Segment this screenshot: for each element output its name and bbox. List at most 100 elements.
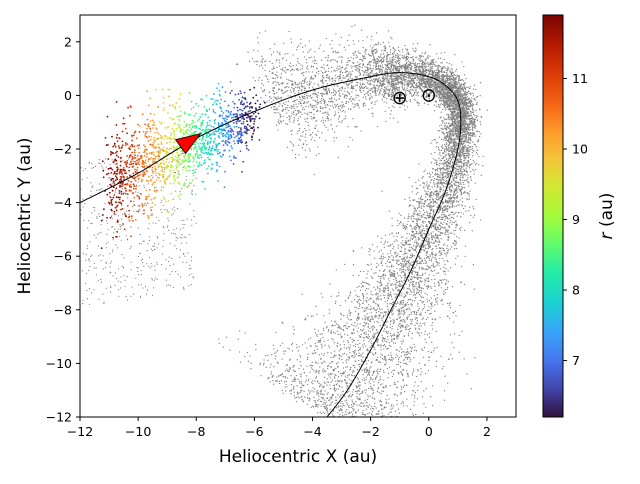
background-point (427, 187, 428, 188)
background-point (347, 404, 348, 405)
background-point (375, 272, 376, 273)
background-point (305, 157, 306, 158)
background-point (367, 88, 368, 89)
background-point (315, 378, 316, 379)
background-point (376, 263, 377, 264)
background-point (395, 252, 396, 253)
background-point (452, 342, 453, 343)
background-point (431, 207, 432, 208)
background-point (326, 381, 327, 382)
background-point (470, 142, 471, 143)
background-point (380, 346, 381, 347)
background-point (365, 317, 366, 318)
background-point (452, 286, 453, 287)
background-point (429, 185, 430, 186)
background-point (310, 95, 311, 96)
background-point (346, 322, 347, 323)
background-point (371, 48, 372, 49)
background-point (443, 250, 444, 251)
background-point (357, 430, 358, 431)
background-point (405, 327, 406, 328)
background-point (453, 128, 454, 129)
background-point (399, 317, 400, 318)
background-point (412, 333, 413, 334)
background-point (396, 280, 397, 281)
background-point (469, 151, 470, 152)
background-point (340, 349, 341, 350)
background-point (275, 78, 276, 79)
background-point (431, 342, 432, 343)
background-point (434, 242, 435, 243)
background-point (335, 111, 336, 112)
background-point (446, 122, 447, 123)
background-point (399, 429, 400, 430)
background-point (429, 260, 430, 261)
background-point (276, 109, 277, 110)
background-point (341, 314, 342, 315)
background-point (440, 100, 441, 101)
background-point (454, 222, 455, 223)
background-point (368, 251, 369, 252)
background-point (406, 233, 407, 234)
background-point (285, 109, 286, 110)
background-point (392, 75, 393, 76)
background-point (361, 30, 362, 31)
background-point (380, 276, 381, 277)
background-point (419, 257, 420, 258)
background-point (439, 251, 440, 252)
background-point (419, 229, 420, 230)
background-point (429, 189, 430, 190)
background-point (440, 226, 441, 227)
background-point (464, 230, 465, 231)
background-point (283, 92, 284, 93)
background-point (476, 131, 477, 132)
background-point (461, 266, 462, 267)
background-point (344, 353, 345, 354)
background-point (314, 350, 315, 351)
background-point (423, 228, 424, 229)
background-point (342, 354, 343, 355)
background-point (316, 106, 317, 107)
background-point (352, 118, 353, 119)
background-point (320, 108, 321, 109)
background-point (372, 335, 373, 336)
background-point (355, 355, 356, 356)
background-point (291, 74, 292, 75)
background-point (327, 378, 328, 379)
background-point (367, 313, 368, 314)
background-point (380, 362, 381, 363)
background-point (300, 397, 301, 398)
background-point (350, 319, 351, 320)
background-point (415, 267, 416, 268)
background-point (348, 74, 349, 75)
background-point (312, 405, 313, 406)
background-point (343, 329, 344, 330)
background-point (385, 452, 386, 453)
background-point (306, 59, 307, 60)
background-point (369, 55, 370, 56)
background-point (431, 270, 432, 271)
background-point (375, 444, 376, 445)
background-point (427, 186, 428, 187)
background-point (308, 380, 309, 381)
background-point (465, 192, 466, 193)
background-point (414, 349, 415, 350)
background-point (470, 215, 471, 216)
background-point (404, 242, 405, 243)
background-point (451, 246, 452, 247)
background-point (407, 221, 408, 222)
background-point (305, 140, 306, 141)
background-point (411, 57, 412, 58)
background-point (415, 62, 416, 63)
background-point (276, 98, 277, 99)
background-point (454, 234, 455, 235)
background-point (436, 146, 437, 147)
background-point (458, 212, 459, 213)
background-point (377, 308, 378, 309)
background-point (428, 281, 429, 282)
background-point (362, 67, 363, 68)
background-point (407, 288, 408, 289)
background-point (444, 170, 445, 171)
background-point (378, 94, 379, 95)
background-point (434, 304, 435, 305)
